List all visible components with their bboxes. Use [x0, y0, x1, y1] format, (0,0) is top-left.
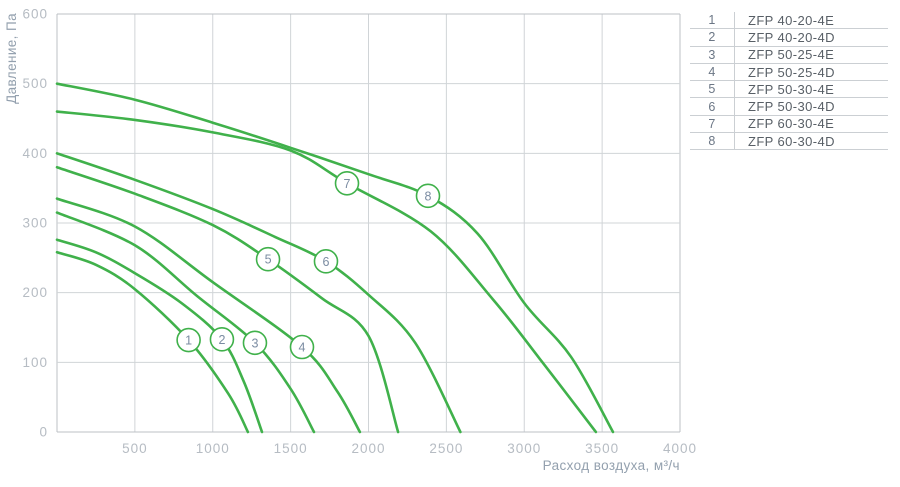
legend-row-model: ZFP 60-30-4E [748, 116, 835, 132]
curve-marker-number: 5 [265, 253, 272, 267]
curve-3-zfp-50-25-4e [55, 211, 316, 434]
curve-marker-6 [313, 249, 339, 274]
legend-row-number: 4 [690, 63, 735, 81]
curve-layer: 1 2 3 4 5 6 7 8 [55, 82, 615, 434]
legend-row-model: ZFP 50-30-4D [748, 99, 835, 115]
x-tick-label: 4000 [663, 441, 697, 456]
curve-marker-5 [255, 246, 281, 272]
legend-row: 3 ZFP 50-25-4E [690, 46, 888, 64]
curve-marker-number: 6 [323, 255, 330, 269]
tick-layer: 500 1000 1500 2000 2500 3000 3500 4000010020030… [22, 7, 697, 457]
legend-row-number: 8 [690, 133, 735, 150]
legend-row-model: ZFP 40-20-4E [748, 12, 835, 28]
legend-row-number: 5 [690, 81, 735, 98]
curve-marker-8 [415, 183, 441, 209]
curve-marker-number: 4 [299, 341, 306, 355]
x-tick-label: 1500 [274, 441, 308, 456]
curve-8-zfp-60-30-4d [55, 82, 615, 434]
curve-marker-2 [209, 327, 235, 352]
x-tick-label: 500 [122, 441, 148, 456]
legend-row-model: ZFP 50-25-4D [748, 64, 835, 80]
legend-row-model: ZFP 50-30-4E [748, 81, 835, 97]
curve-marker-number: 2 [218, 333, 225, 347]
curve-marker-3 [242, 330, 268, 356]
legend-row: 6 ZFP 50-30-4D [690, 98, 888, 116]
legend-row-model: ZFP 40-20-4D [748, 29, 835, 45]
x-axis-title: Расход воздуха, м³/ч [543, 458, 680, 473]
y-tick-label: 500 [22, 76, 48, 91]
legend-table: 1 ZFP 40-20-4E 2 ZFP 40-20-4D 3 ZFP 50-25-4E 4… [690, 12, 888, 151]
legend-row: 5 ZFP 50-30-4E [690, 81, 888, 99]
legend-row: 7 ZFP 60-30-4E [690, 115, 888, 134]
legend-row-model: ZFP 50-25-4E [748, 47, 835, 63]
y-axis-title: Давление, Па [4, 13, 19, 104]
legend-row: 2 ZFP 40-20-4D [690, 29, 888, 47]
curve-marker-number: 8 [425, 189, 432, 203]
curve-marker-7 [334, 170, 360, 196]
x-tick-label: 1000 [196, 441, 230, 456]
curve-4-zfp-50-25-4d [55, 197, 362, 434]
curve-marker-number: 1 [185, 334, 192, 348]
legend-row-number: 7 [690, 115, 735, 133]
legend-row-number: 6 [690, 98, 735, 115]
curve-marker-1 [176, 327, 201, 353]
x-tick-label: 2500 [429, 441, 463, 456]
legend-row-number: 3 [690, 46, 735, 63]
curve-marker-number: 7 [344, 177, 351, 191]
y-tick-label: 0 [39, 425, 48, 440]
curve-6-zfp-50-30-4d [55, 152, 462, 434]
curve-1-zfp-40-20-4e [55, 250, 250, 434]
y-tick-label: 400 [22, 146, 48, 161]
legend-row-number: 2 [690, 29, 735, 46]
x-tick-label: 2000 [351, 441, 385, 456]
y-tick-label: 200 [22, 285, 48, 300]
legend-row-number: 1 [690, 12, 735, 29]
curve-marker-4 [289, 334, 315, 360]
grid-layer [56, 13, 681, 433]
curve-marker-number: 3 [251, 336, 258, 350]
legend-row-model: ZFP 60-30-4D [748, 133, 835, 149]
x-tick-label: 3500 [585, 441, 619, 456]
x-tick-label: 3000 [507, 441, 541, 456]
y-tick-label: 300 [22, 216, 48, 231]
y-tick-label: 600 [22, 7, 48, 22]
legend-row: 1 ZFP 40-20-4E [690, 12, 888, 30]
legend-row: 4 ZFP 50-25-4D [690, 63, 888, 82]
y-tick-label: 100 [22, 355, 48, 370]
curve-2-zfp-40-20-4d [55, 238, 264, 434]
legend-row: 8 ZFP 60-30-4D [690, 133, 888, 151]
